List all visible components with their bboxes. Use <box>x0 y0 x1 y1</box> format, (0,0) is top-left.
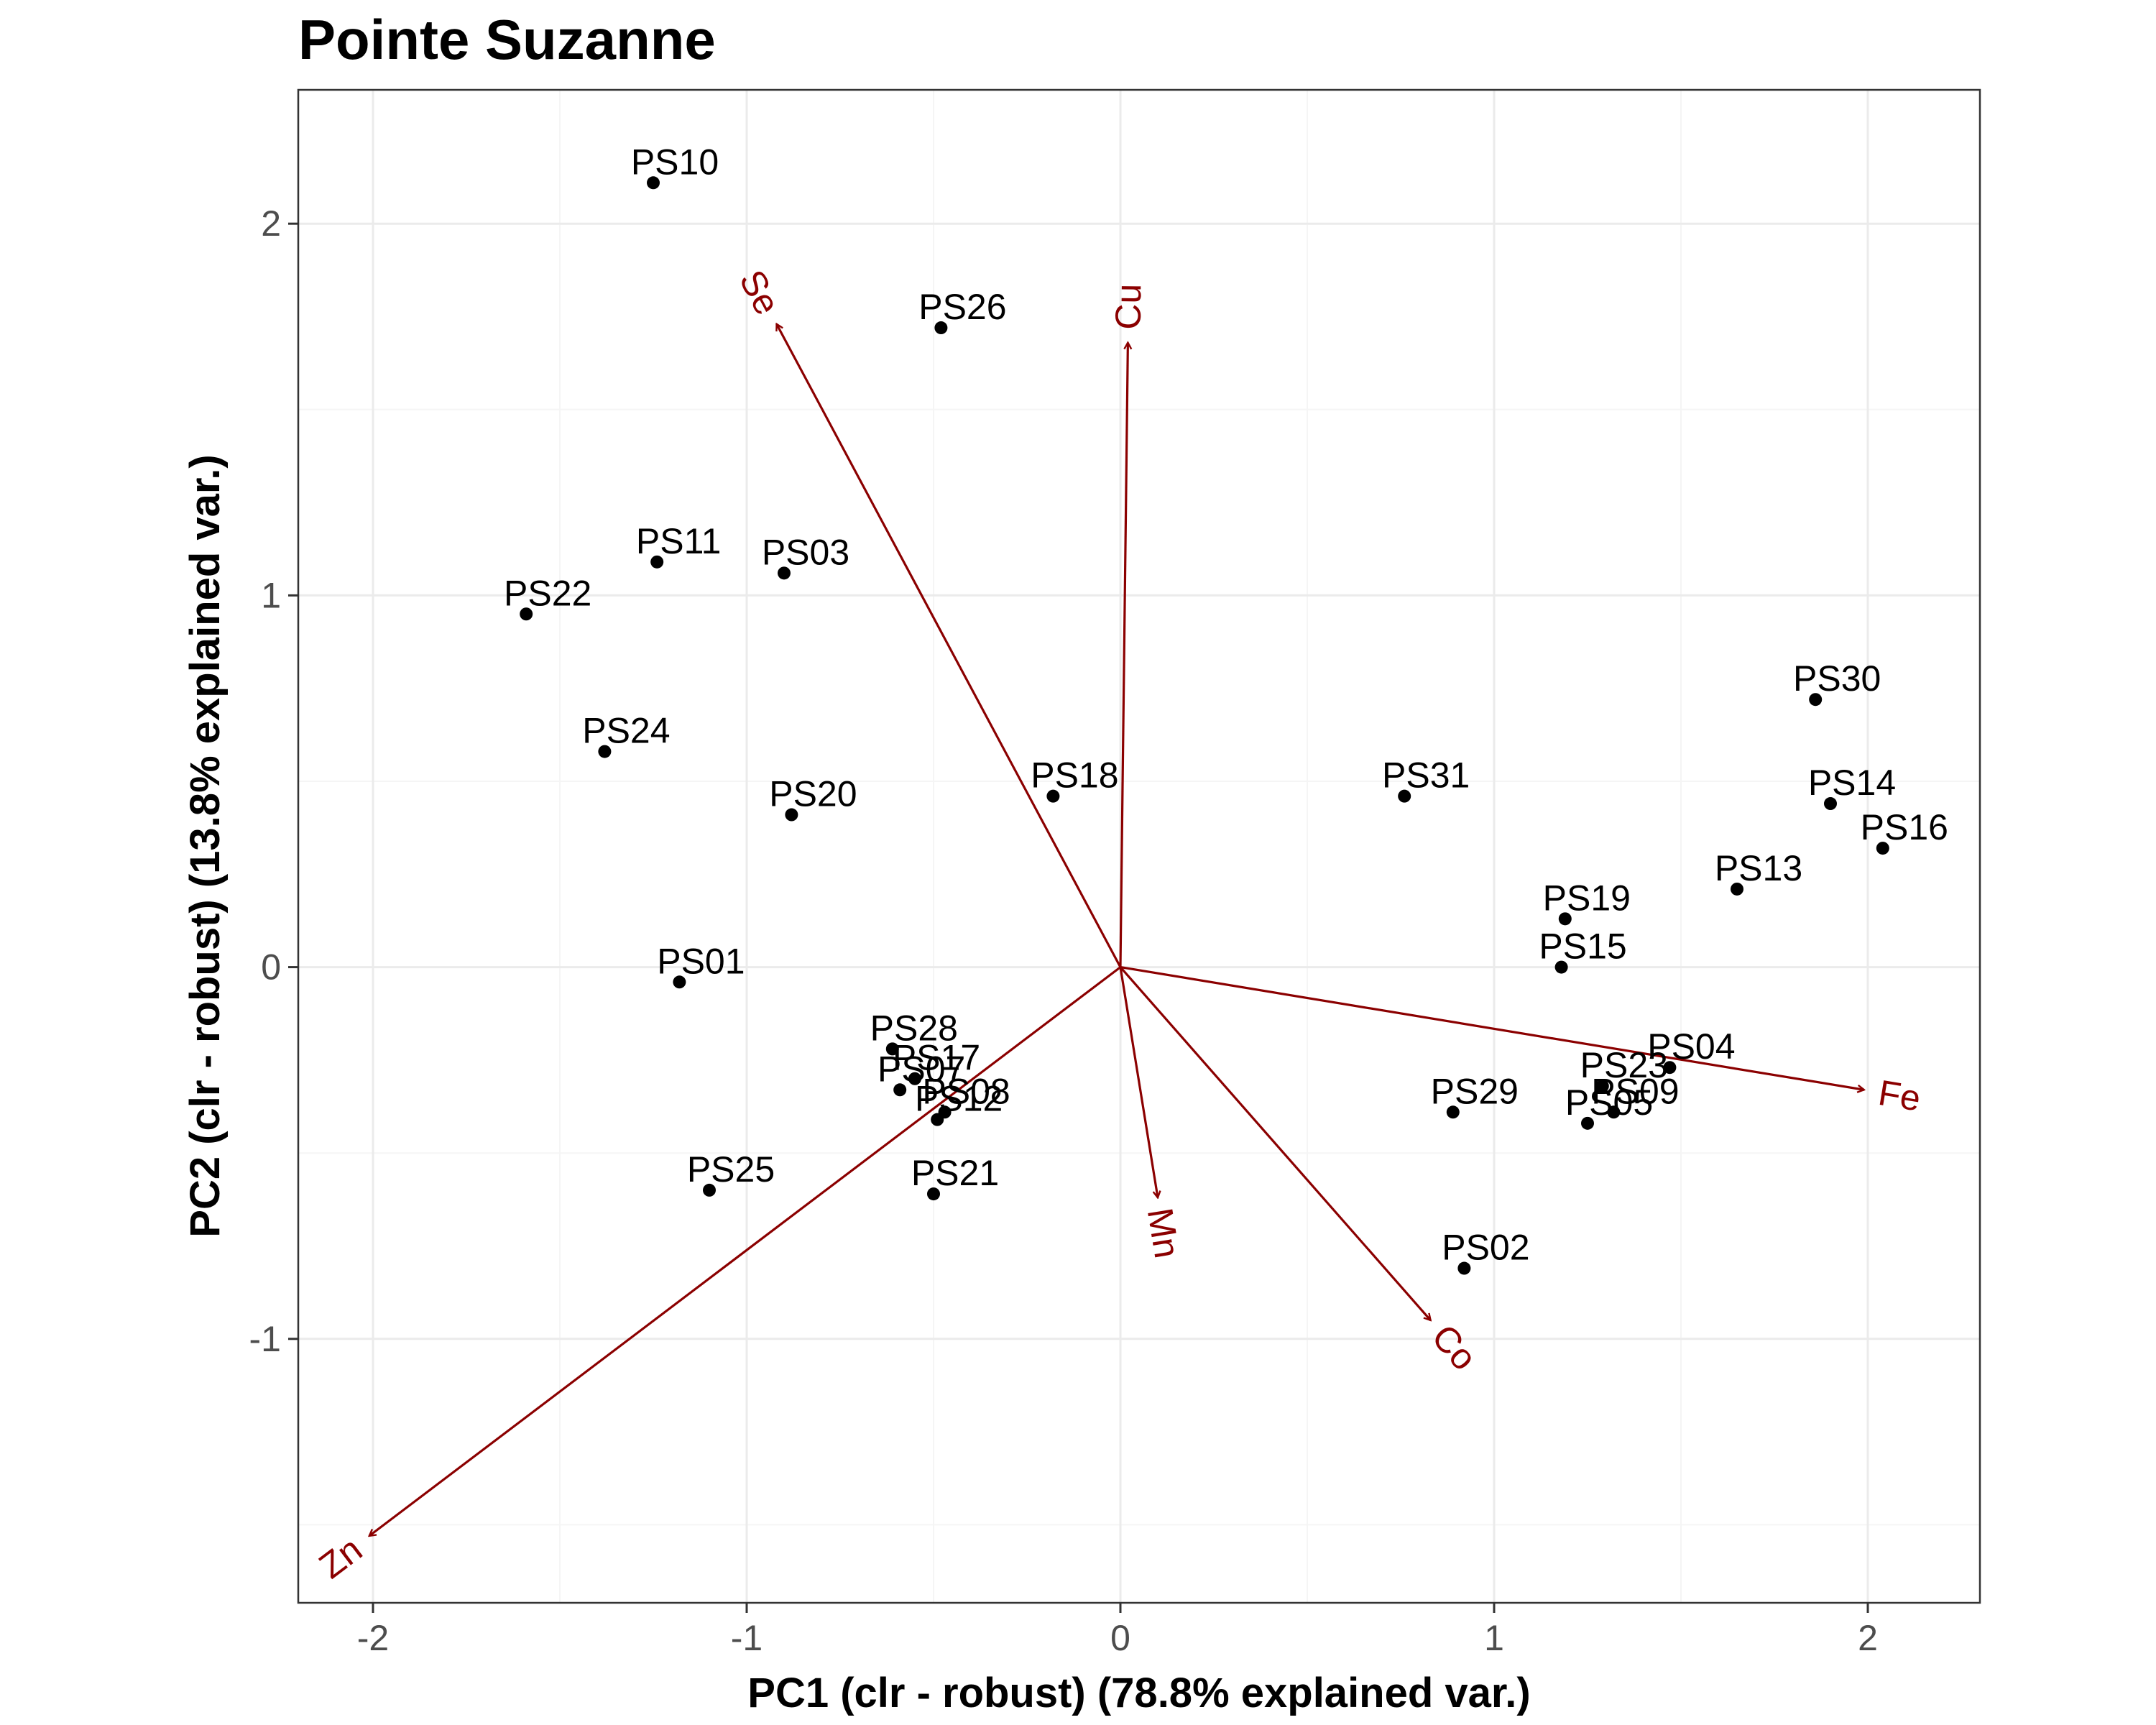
minor-gridlines <box>298 90 1980 1603</box>
point-label-ps16: PS16 <box>1861 807 1948 847</box>
point-label-ps02: PS02 <box>1442 1228 1529 1268</box>
loading-label-cu: Cu <box>1108 283 1149 330</box>
point-label-ps03: PS03 <box>762 532 849 572</box>
point-label-ps14: PS14 <box>1808 763 1896 803</box>
y-tick-label: 2 <box>261 203 281 244</box>
point-label-ps04: PS04 <box>1647 1026 1735 1067</box>
point-label-ps24: PS24 <box>582 711 670 751</box>
x-axis-ticks: -2 -1 0 1 2 <box>357 1603 1878 1658</box>
point-ps25 <box>703 1183 716 1197</box>
chart-title: Pointe Suzanne <box>298 8 716 71</box>
point-label-ps23: PS23 <box>1580 1045 1668 1085</box>
point-ps19 <box>1558 912 1572 926</box>
point-ps02 <box>1457 1261 1471 1275</box>
point-ps23 <box>1595 1080 1609 1093</box>
point-ps17 <box>908 1072 921 1085</box>
loading-label-mn: Mn <box>1140 1205 1187 1261</box>
loading-arrow-se <box>775 324 1122 968</box>
point-ps31 <box>1398 789 1411 803</box>
point-ps22 <box>520 607 533 621</box>
loading-label-se: Se <box>732 264 788 321</box>
x-tick-label: 2 <box>1858 1618 1878 1658</box>
point-label-ps10: PS10 <box>631 142 719 182</box>
point-ps28 <box>885 1042 899 1056</box>
x-tick-label: 1 <box>1484 1618 1504 1658</box>
loading-arrow-cu <box>1119 343 1128 967</box>
point-label-ps25: PS25 <box>687 1149 775 1190</box>
point-ps29 <box>1446 1105 1460 1119</box>
plot-panel-border <box>297 88 1981 1604</box>
loading-arrow-co <box>1119 966 1431 1320</box>
loading-arrow-mn <box>1119 967 1158 1198</box>
point-ps13 <box>1731 882 1743 896</box>
point-label-ps28: PS28 <box>870 1008 958 1048</box>
point-ps10 <box>647 176 660 190</box>
loading-label-zn: Zn <box>312 1529 369 1586</box>
y-tick-label: 1 <box>261 575 281 615</box>
point-ps20 <box>785 808 798 822</box>
point-ps12 <box>931 1113 944 1126</box>
point-label-ps31: PS31 <box>1382 755 1470 796</box>
loading-vectors: Se Cu Fe Mn Co Zn <box>312 264 1924 1586</box>
point-ps05 <box>1581 1116 1594 1130</box>
point-label-ps30: PS30 <box>1793 658 1881 699</box>
point-label-ps07: PS07 <box>877 1049 965 1089</box>
point-ps01 <box>673 975 686 989</box>
point-label-ps01: PS01 <box>657 941 745 981</box>
point-label-ps12: PS12 <box>915 1079 1003 1119</box>
point-ps03 <box>778 566 791 580</box>
x-tick-label: -1 <box>731 1618 763 1658</box>
point-label-ps29: PS29 <box>1431 1071 1519 1111</box>
point-ps26 <box>934 321 948 335</box>
point-label-ps15: PS15 <box>1539 926 1626 967</box>
x-tick-label: -2 <box>357 1618 389 1658</box>
y-axis-title: PC2 (clr - robust) (13.8% explained var.… <box>182 454 229 1237</box>
point-label-ps09: PS09 <box>1591 1071 1679 1111</box>
point-ps16 <box>1876 842 1889 855</box>
point-label-ps22: PS22 <box>504 573 591 613</box>
y-tick-label: 0 <box>261 947 281 988</box>
sample-points: PS10 PS26 PS11 PS03 PS22 PS24 PS20 PS18 PS31 PS30… <box>504 142 1948 1275</box>
loading-arrow-zn <box>369 966 1121 1536</box>
point-label-ps18: PS18 <box>1031 755 1118 796</box>
point-label-ps20: PS20 <box>769 774 857 814</box>
point-label-ps26: PS26 <box>918 287 1006 327</box>
point-ps07 <box>893 1083 907 1097</box>
x-tick-label: 0 <box>1110 1618 1130 1658</box>
point-label-ps19: PS19 <box>1543 878 1631 918</box>
point-ps04 <box>1663 1061 1677 1075</box>
point-label-ps11: PS11 <box>636 521 722 561</box>
point-ps21 <box>927 1187 940 1201</box>
x-axis-title: PC1 (clr - robust) (78.8% explained var.… <box>747 1670 1530 1716</box>
point-ps14 <box>1824 797 1837 811</box>
y-axis-ticks: -1 0 1 2 <box>249 203 298 1359</box>
loading-label-fe: Fe <box>1876 1072 1924 1119</box>
y-tick-label: -1 <box>249 1319 281 1359</box>
point-ps09 <box>1607 1105 1621 1119</box>
point-label-ps05: PS05 <box>1565 1082 1653 1123</box>
loading-label-co: Co <box>1424 1317 1484 1378</box>
point-ps18 <box>1046 789 1060 803</box>
major-gridlines <box>298 90 1980 1603</box>
point-label-ps17: PS17 <box>893 1038 980 1078</box>
point-ps30 <box>1809 693 1823 707</box>
point-ps24 <box>598 745 612 758</box>
point-ps11 <box>650 555 664 569</box>
point-ps15 <box>1554 960 1568 974</box>
point-label-ps21: PS21 <box>911 1153 999 1193</box>
point-label-ps08: PS08 <box>922 1071 1010 1111</box>
loading-arrow-fe <box>1120 966 1864 1090</box>
point-label-ps13: PS13 <box>1715 848 1802 888</box>
